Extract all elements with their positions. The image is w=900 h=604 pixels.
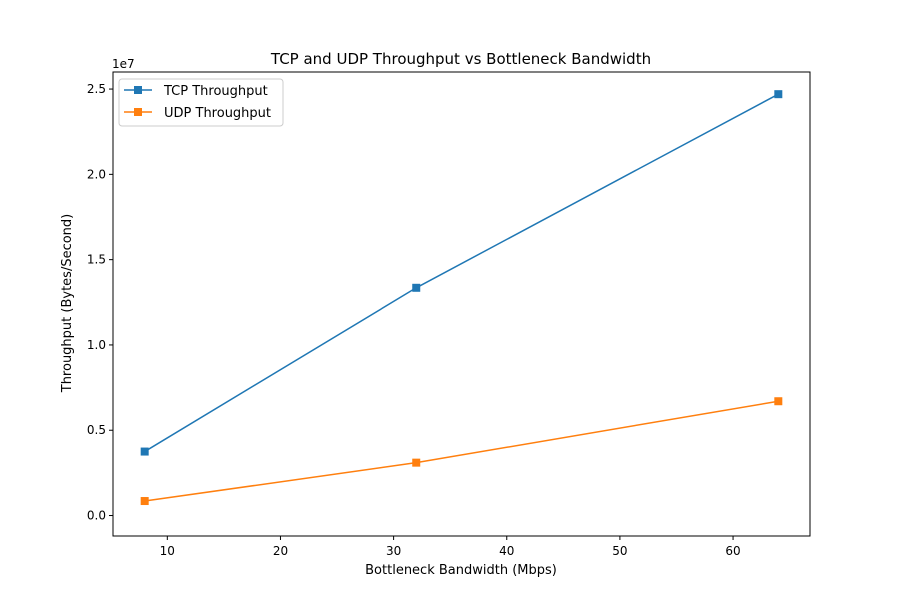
x-tick-label: 10 (160, 544, 175, 558)
legend-marker-udp (134, 108, 142, 116)
x-tick-label: 60 (725, 544, 740, 558)
y-axis: 0.0 0.5 1.0 1.5 2.0 2.5 (87, 82, 113, 523)
y-tick-label: 0.5 (87, 423, 106, 437)
y-tick-label: 2.5 (87, 82, 106, 96)
y-tick-label: 1.0 (87, 338, 106, 352)
data-point-tcp (140, 447, 149, 456)
data-point-udp (140, 497, 149, 506)
legend-marker-tcp (134, 86, 142, 94)
legend-item-udp: UDP Throughput (124, 106, 271, 121)
x-axis: 10 20 30 40 50 60 (160, 536, 741, 558)
legend: TCP Throughput UDP Throughput (118, 78, 284, 127)
x-axis-label: Bottleneck Bandwidth (Mbps) (365, 563, 557, 578)
x-tick-label: 40 (499, 544, 514, 558)
legend-item-tcp: TCP Throughput (124, 84, 268, 99)
series-layer (140, 90, 783, 506)
data-point-tcp (412, 283, 421, 292)
x-tick-label: 30 (386, 544, 401, 558)
y-tick-label: 1.5 (87, 253, 106, 267)
plot-frame (112, 71, 811, 537)
plot-area (112, 71, 811, 537)
data-point-udp (412, 458, 421, 467)
data-point-tcp (774, 90, 783, 99)
legend-frame (118, 78, 284, 127)
x-tick-label: 20 (273, 544, 288, 558)
chart-title: TCP and UDP Throughput vs Bottleneck Ban… (270, 50, 651, 68)
x-tick-label: 50 (612, 544, 627, 558)
legend-label-tcp: TCP Throughput (163, 84, 268, 99)
y-axis-offset-label: 1e7 (112, 57, 135, 71)
y-tick-label: 0.0 (87, 509, 106, 523)
data-point-udp (774, 397, 783, 406)
y-tick-label: 2.0 (87, 167, 106, 181)
legend-label-udp: UDP Throughput (164, 106, 271, 121)
y-axis-label: Throughput (Bytes/Second) (60, 214, 75, 394)
